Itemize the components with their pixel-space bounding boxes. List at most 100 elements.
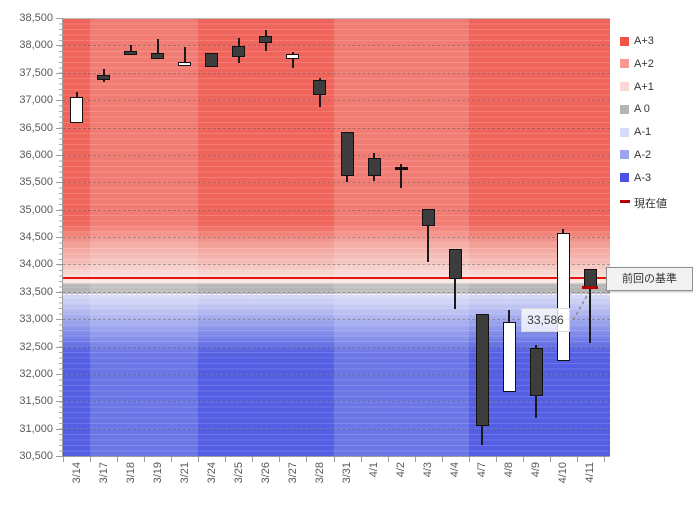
x-axis-tick [522, 457, 524, 462]
candle-wick [291, 51, 294, 69]
gridline [63, 100, 610, 102]
legend-item-現在値: 現在値 [620, 194, 690, 210]
x-axis-tick [576, 457, 578, 462]
x-axis-tick-label: 4/11 [584, 462, 597, 483]
candle-wick [400, 164, 403, 189]
y-axis-major-tick [56, 154, 62, 156]
legend-label: A 0 [634, 103, 650, 116]
y-axis-major-tick [56, 182, 62, 184]
zone-color-swatch-icon [620, 173, 629, 183]
x-axis-tick [90, 457, 92, 462]
zone-color-swatch-icon [620, 127, 629, 137]
y-axis-line [62, 18, 63, 457]
x-axis-tick-label: 4/9 [530, 462, 543, 478]
x-axis-tick [414, 457, 416, 462]
legend-item-a+3: A+3 [620, 34, 690, 48]
zone-color-swatch-icon [620, 36, 629, 46]
zone-color-swatch-icon [620, 104, 629, 114]
legend-item-a+2: A+2 [620, 57, 690, 71]
x-axis-tick-label: 3/19 [151, 462, 164, 484]
y-axis-tick-label: 34,000 [19, 258, 53, 271]
candle-wick [454, 249, 457, 310]
x-axis-tick [604, 457, 605, 462]
gridline [63, 237, 610, 238]
legend-label: A+2 [634, 57, 654, 70]
previous-baseline-label: 前回の基準 [606, 267, 693, 291]
candle-body [313, 79, 327, 95]
y-axis-major-tick [56, 456, 62, 457]
candle-wick [129, 45, 132, 56]
candle-body [448, 249, 462, 280]
plot-area [63, 18, 610, 456]
x-axis-line [63, 456, 610, 457]
x-axis-tick [225, 457, 227, 462]
legend-label: A-3 [634, 171, 652, 184]
candle-wick [183, 46, 186, 66]
previous-baseline-line [63, 276, 610, 279]
x-axis-tick [495, 457, 497, 462]
x-axis-tick-label: 4/2 [395, 462, 408, 478]
y-axis-tick-label: 32,000 [19, 367, 53, 380]
y-axis-major-tick [56, 401, 62, 403]
zone-boundary-dashed-line [63, 294, 610, 296]
zone-color-swatch-icon [620, 150, 629, 160]
legend-label: A+3 [634, 35, 654, 47]
candle-body [502, 321, 516, 393]
x-axis-tick-label: 4/3 [422, 462, 435, 478]
candle-body [70, 96, 84, 123]
y-axis-major-tick [56, 18, 62, 19]
gridline [63, 154, 610, 156]
y-axis-major-tick [56, 319, 62, 321]
candle-wick [156, 39, 159, 60]
light-week-column [333, 18, 469, 456]
legend-label: 現在値 [634, 197, 667, 210]
x-axis-tick [387, 457, 389, 462]
candle-body [394, 167, 408, 171]
x-axis-tick [360, 457, 362, 462]
candle-body [421, 209, 435, 227]
legend-item-a-3: A-3 [620, 171, 690, 185]
zone-color-swatch-icon [620, 82, 629, 92]
x-axis-tick [333, 457, 335, 462]
x-axis-tick-label: 3/31 [341, 462, 354, 484]
x-axis-tick-label: 3/27 [286, 462, 299, 484]
y-axis-tick-label: 36,500 [19, 121, 53, 134]
x-axis-tick [171, 457, 173, 462]
x-axis-tick-label: 4/1 [368, 462, 381, 478]
y-axis-major-tick [56, 264, 62, 266]
candle-body [286, 54, 300, 60]
candle-body [205, 53, 219, 68]
y-axis-tick-label: 38,500 [19, 12, 53, 24]
x-axis-tick [252, 457, 254, 462]
legend-item-a-1: A-1 [620, 125, 690, 139]
y-axis-tick-label: 37,500 [19, 66, 53, 79]
candle-body [556, 232, 570, 361]
gridline [63, 346, 610, 348]
y-axis-major-tick [56, 373, 62, 375]
y-axis-major-tick [56, 237, 62, 238]
y-axis-tick-label: 33,000 [19, 313, 53, 326]
y-axis-major-tick [56, 209, 62, 211]
x-axis-tick-label: 3/21 [178, 462, 191, 484]
y-axis-tick-label: 32,500 [19, 340, 53, 353]
gridline [63, 319, 610, 321]
x-axis-tick [306, 457, 308, 462]
x-axis-tick-label: 4/8 [503, 462, 516, 478]
legend-label: A+1 [634, 80, 654, 93]
x-axis-tick [117, 457, 119, 462]
y-axis-tick-label: 35,500 [19, 176, 53, 189]
gridline [63, 72, 610, 74]
chart-legend: A+3 A+2 A+1 A 0 A-1 A-2 A-3 現在値 [620, 34, 690, 216]
y-axis-major-tick [56, 346, 62, 348]
y-axis-tick-label: 31,500 [19, 395, 53, 408]
candle-body [367, 158, 381, 177]
y-axis-major-tick [56, 100, 62, 102]
current-value-tick [582, 285, 599, 289]
gridline [63, 428, 610, 430]
candle-body [151, 53, 165, 60]
candle-body [232, 45, 246, 57]
x-axis-tick [549, 457, 551, 462]
gridline [63, 45, 610, 47]
current-value-callout: 33,586 [521, 308, 570, 332]
